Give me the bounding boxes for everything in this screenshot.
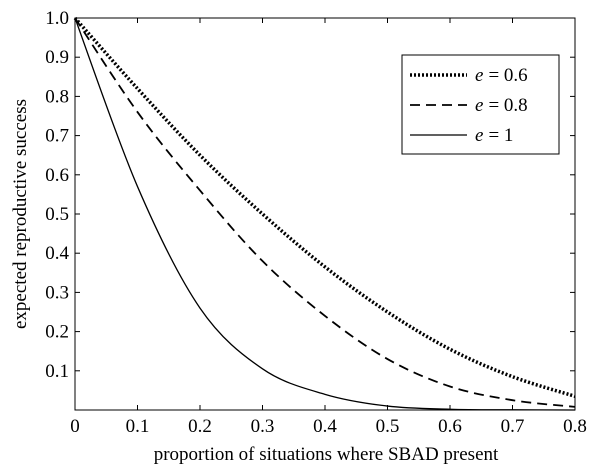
legend-value: = 0.8 — [488, 95, 527, 116]
y-tick-label: 0.9 — [45, 47, 69, 68]
x-tick-label: 0.7 — [501, 416, 525, 437]
series-lines — [73, 16, 576, 411]
x-tick-label: 0.3 — [251, 416, 275, 437]
x-tick-label: 0.8 — [563, 416, 587, 437]
y-tick-label: 0.3 — [45, 282, 69, 303]
legend: e = 0.6e = 0.8e = 1 — [401, 54, 560, 155]
legend-label: e = 0.6 — [475, 65, 528, 86]
legend-value: = 1 — [488, 125, 513, 146]
y-axis: 0.1 0.2 0.3 0.4 0.5 0.6 0.7 0.8 0.9 1.0 — [45, 8, 575, 382]
x-tick-label: 0.4 — [313, 416, 337, 437]
x-tick-label: 0 — [70, 416, 80, 437]
y-tick-label: 0.7 — [45, 126, 69, 147]
series-line-dotted — [73, 16, 576, 398]
series-line-dashed — [74, 17, 576, 408]
y-tick-label: 1.0 — [45, 8, 69, 29]
x-tick-label: 0.2 — [188, 416, 212, 437]
legend-value: = 0.6 — [488, 65, 527, 86]
x-tick-label: 0.5 — [376, 416, 400, 437]
x-tick-label: 0.6 — [438, 416, 462, 437]
series-line-solid — [74, 17, 576, 411]
legend-var: e — [475, 95, 483, 116]
y-tick-label: 0.6 — [45, 165, 69, 186]
legend-label: e = 0.8 — [475, 95, 528, 116]
y-tick-label: 0.5 — [45, 204, 69, 225]
x-axis: 0 0.1 0.2 0.3 0.4 0.5 0.6 0.7 0.8 — [70, 18, 587, 437]
y-tick-label: 0.4 — [45, 243, 69, 264]
legend-var: e — [475, 125, 483, 146]
legend-label: e = 1 — [475, 125, 513, 146]
y-tick-label: 0.8 — [45, 86, 69, 107]
legend-var: e — [475, 65, 483, 86]
y-tick-label: 0.1 — [45, 361, 69, 382]
y-tick-label: 0.2 — [45, 322, 69, 343]
x-axis-label: proportion of situations where SBAD pres… — [154, 444, 499, 465]
x-tick-label: 0.1 — [126, 416, 150, 437]
y-axis-label: expected reproductive success — [10, 99, 31, 329]
